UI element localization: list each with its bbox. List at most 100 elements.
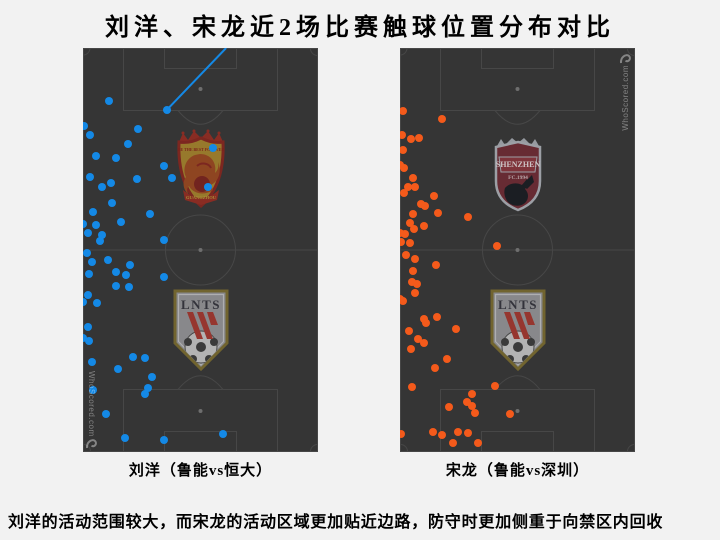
touch-dot — [407, 277, 416, 286]
touch-dot — [431, 260, 440, 269]
touch-map-songlong: SHENZHEN FC.1994 LNTS WhoScored.com — [400, 48, 635, 452]
touch-dot — [122, 271, 130, 280]
analysis-text: 刘洋的活动范围较大，而宋龙的活动区域更加贴近边路，防守时更加侧重于向禁区内回收 — [8, 514, 664, 531]
luneng-initials-text: LNTS — [181, 297, 221, 312]
whoscored-logo-icon — [619, 54, 631, 64]
touch-dot — [451, 325, 460, 334]
caption-songlong: 宋龙（鲁能vs深圳） — [445, 463, 590, 479]
assist-line — [83, 48, 318, 452]
touch-dot — [145, 210, 154, 219]
touch-dots-liuyang — [83, 48, 318, 452]
shenzhen-sub-text: FC.1994 — [508, 175, 528, 181]
touch-dot — [86, 172, 95, 181]
touch-dot — [407, 134, 416, 143]
touch-dot — [493, 241, 502, 250]
caption-liuyang: 刘洋（鲁能vs恒大） — [128, 463, 273, 479]
pitch-markings — [83, 48, 318, 452]
touch-dot — [462, 397, 471, 406]
touch-dot — [406, 218, 415, 227]
touch-dot — [125, 283, 134, 292]
touch-dot — [219, 429, 228, 438]
whoscored-watermark-text: WhoScored.com — [87, 371, 96, 437]
touch-dot — [404, 326, 413, 335]
touch-map-liuyang: BE THE BEST FOREVER GUANGZHOU LNTS WhoSc… — [83, 48, 318, 452]
guangzhou-evergrande-logo: BE THE BEST FOREVER GUANGZHOU — [176, 129, 225, 209]
touch-dot — [411, 254, 420, 263]
touch-dot — [148, 372, 157, 381]
touch-dot — [467, 401, 476, 410]
touch-dot — [160, 273, 169, 282]
touch-dot — [117, 218, 126, 227]
touch-dot — [160, 161, 169, 170]
shandong-luneng-logo: LNTS — [173, 289, 228, 371]
touch-dot — [95, 237, 104, 246]
touch-dot — [85, 269, 94, 278]
touch-dot — [141, 389, 150, 398]
touch-dot — [162, 105, 171, 114]
touch-dot — [121, 433, 130, 442]
touch-dot — [438, 431, 447, 440]
touch-dot — [415, 134, 424, 143]
touch-dot — [400, 229, 404, 238]
touch-dot — [403, 182, 412, 191]
touch-dot — [412, 279, 421, 288]
touch-dot — [160, 435, 169, 444]
touch-dot — [160, 235, 169, 244]
luneng-initials-text: LNTS — [498, 297, 538, 312]
touch-dot — [102, 410, 111, 419]
touch-dot — [89, 386, 98, 395]
touch-dot — [400, 130, 407, 139]
touch-dot — [438, 115, 447, 124]
touch-dot — [445, 403, 454, 412]
touch-dot — [470, 408, 479, 417]
touch-dot — [408, 174, 417, 183]
touch-dot — [106, 178, 115, 187]
evergrande-motto-text: BE THE BEST FOREVER — [177, 147, 224, 152]
shenzhen-fc-logo: SHENZHEN FC.1994 — [494, 138, 541, 212]
touch-dot — [454, 427, 463, 436]
touch-dot — [107, 199, 116, 208]
touch-dot — [407, 382, 416, 391]
touch-dot — [474, 439, 483, 448]
touch-dot — [83, 334, 87, 343]
touch-dot — [402, 250, 411, 259]
touch-dot — [141, 353, 150, 362]
touch-dot — [168, 174, 177, 183]
touch-dot — [83, 323, 92, 332]
touch-dot — [419, 315, 428, 324]
touch-dot — [432, 313, 441, 322]
touch-dot — [111, 267, 120, 276]
touch-dot — [430, 191, 439, 200]
touch-dot — [400, 163, 408, 172]
touch-dot — [400, 189, 408, 198]
touch-dot — [463, 429, 472, 437]
touch-dot — [91, 151, 100, 160]
touch-dot — [83, 229, 92, 238]
pitch-markings — [400, 48, 635, 452]
touch-dot — [103, 256, 112, 265]
touch-dot — [83, 220, 87, 229]
touch-dot — [204, 182, 213, 191]
touch-dot — [431, 363, 439, 372]
touch-dot — [129, 353, 138, 362]
touch-dot — [400, 107, 408, 116]
touch-dot — [422, 319, 431, 328]
evergrande-city-text: GUANGZHOU — [185, 195, 216, 200]
touch-dot — [407, 344, 416, 353]
touch-dot — [87, 258, 96, 267]
touch-dot — [111, 153, 120, 162]
touch-dot — [434, 208, 443, 217]
touch-dot — [410, 224, 419, 233]
touch-dot — [208, 144, 217, 153]
touch-dot — [105, 96, 114, 105]
touch-dot — [400, 296, 408, 305]
touch-dot — [463, 212, 472, 221]
touch-dot — [111, 281, 120, 290]
touch-dot — [400, 294, 404, 303]
touch-dot — [83, 248, 91, 257]
touch-dot — [449, 439, 458, 448]
touch-dot — [83, 290, 92, 299]
touch-dot — [411, 182, 420, 191]
touch-dot — [133, 174, 142, 183]
touch-dot — [98, 231, 107, 240]
